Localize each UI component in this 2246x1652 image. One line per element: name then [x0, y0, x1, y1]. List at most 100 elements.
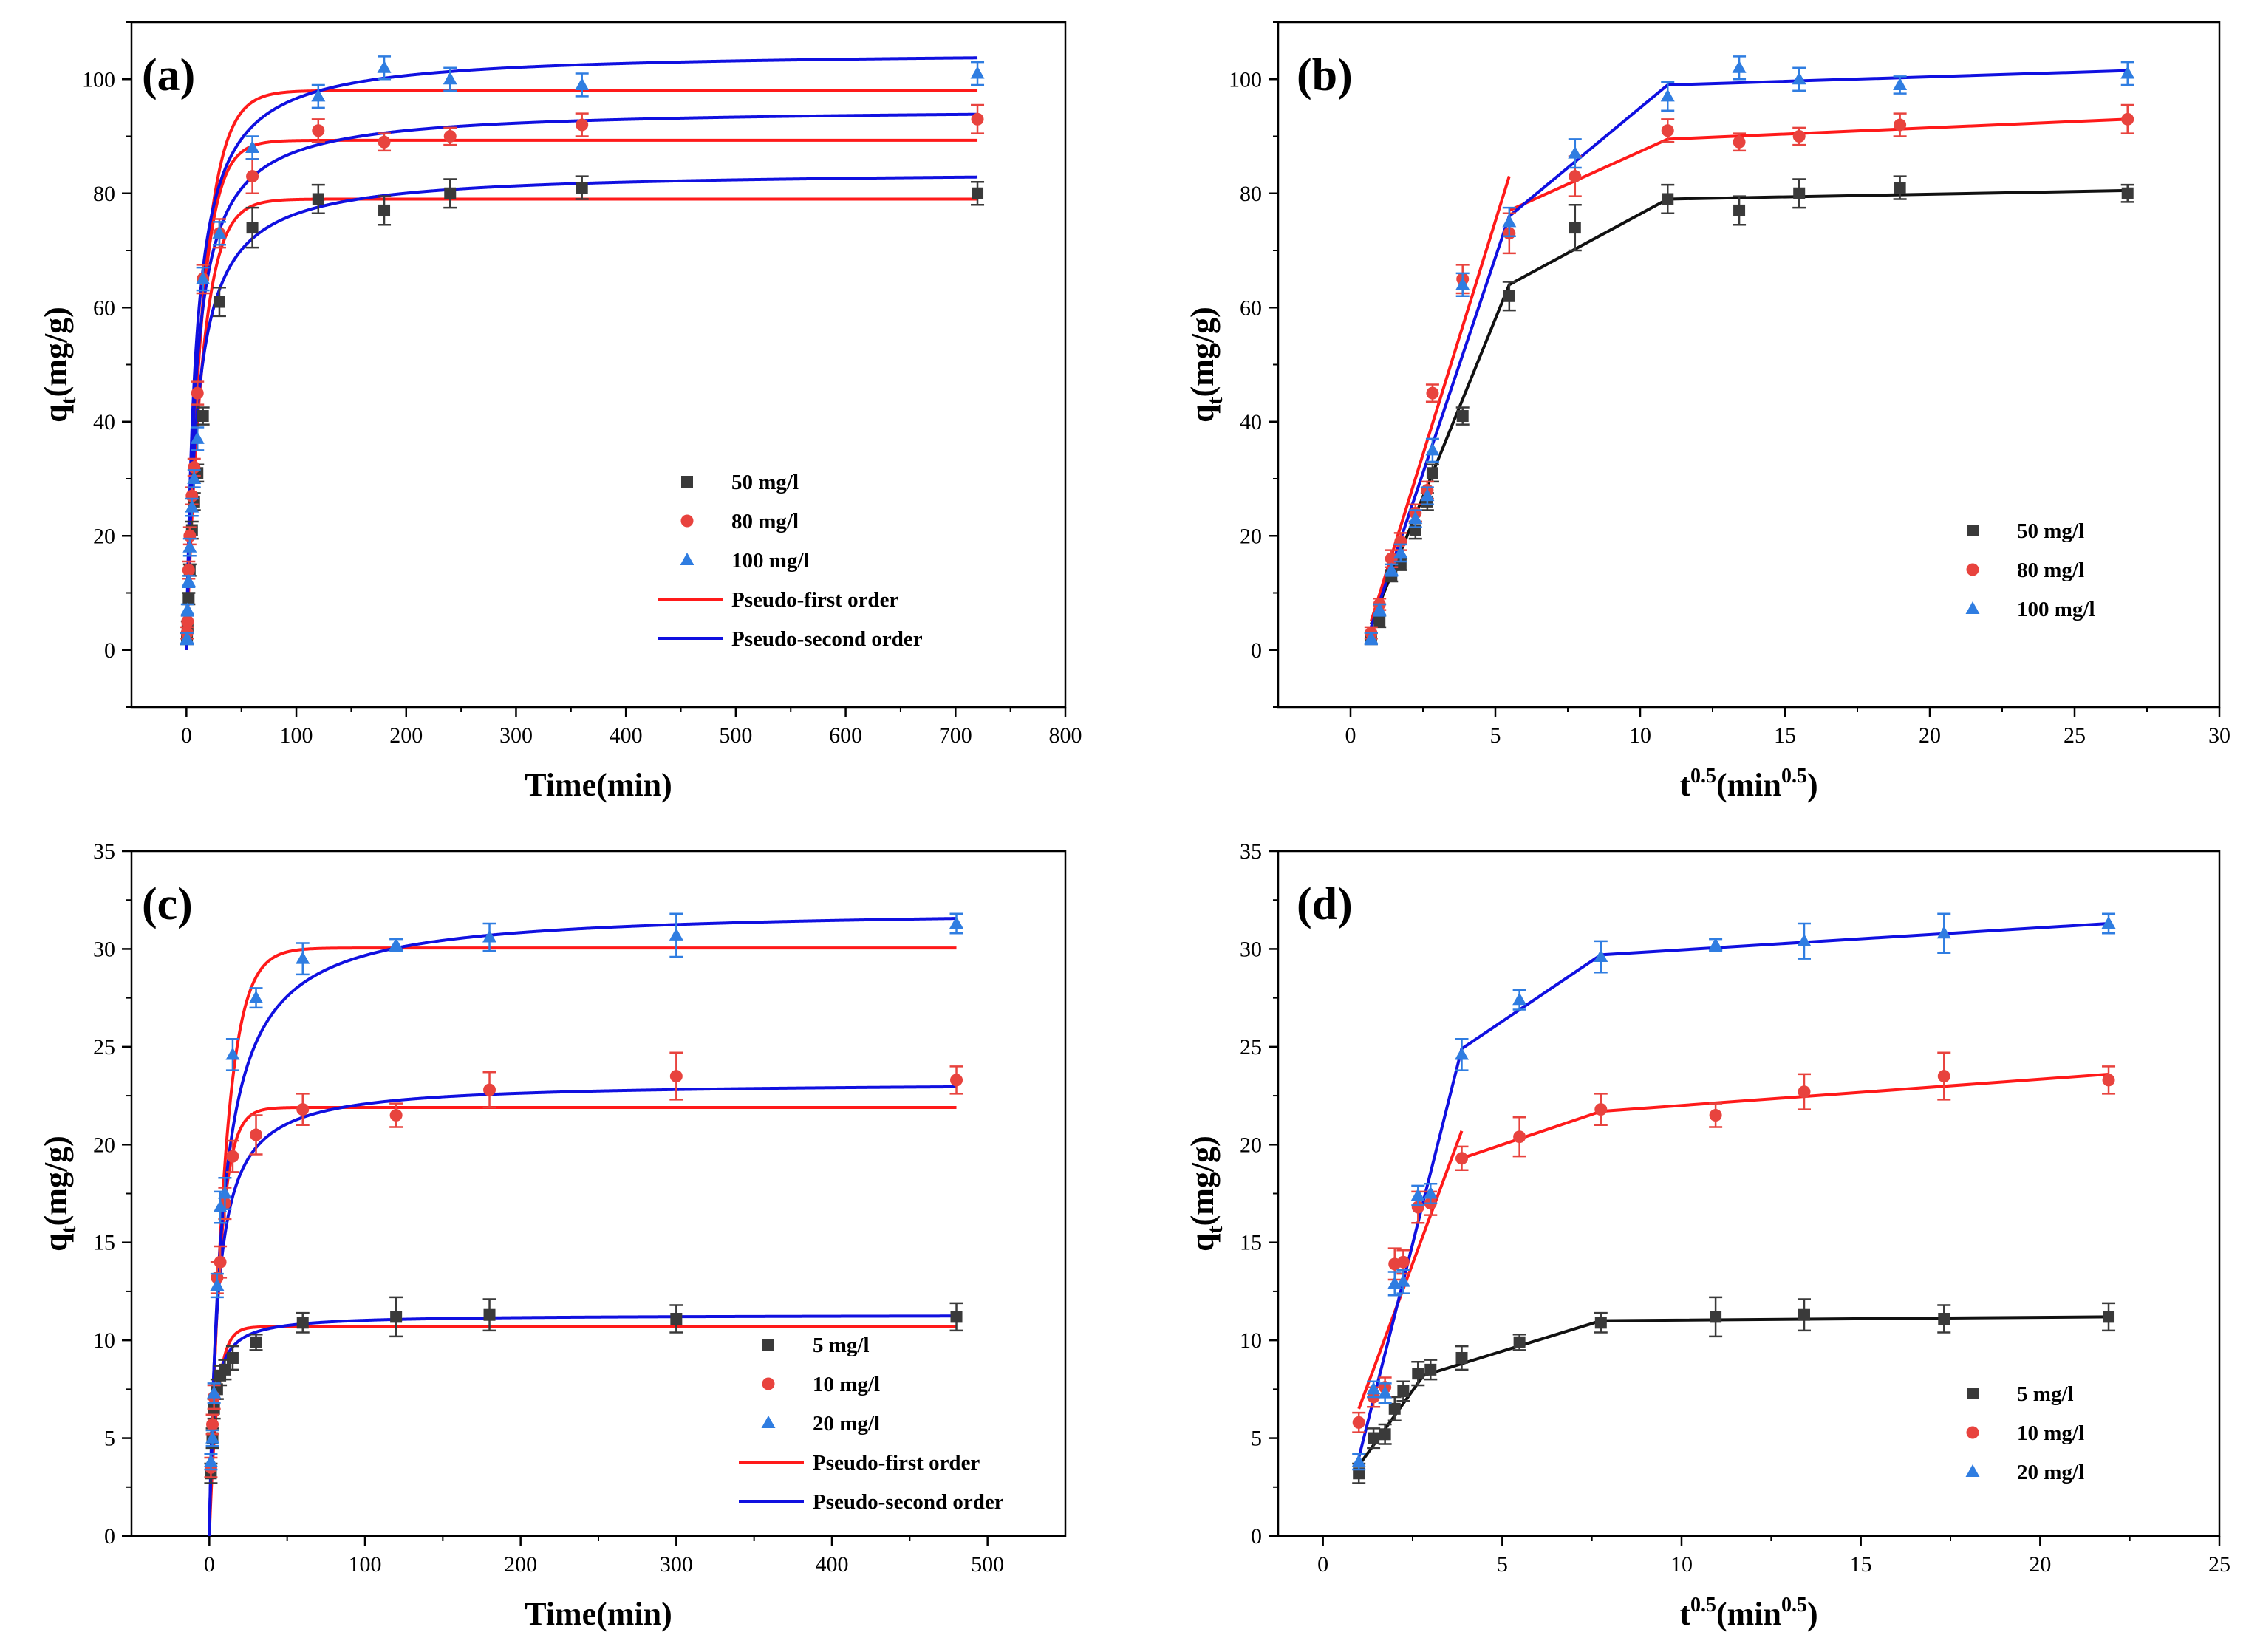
y-tick-label: 25	[93, 1035, 115, 1059]
data-point	[1797, 933, 1812, 946]
data-point	[443, 72, 457, 85]
x-tick-label: 20	[2029, 1552, 2051, 1577]
data-point	[1708, 938, 1723, 951]
legend-label: 20 mg/l	[2017, 1461, 2084, 1484]
data-point	[1512, 992, 1527, 1006]
data-point	[181, 574, 196, 587]
data-point	[1378, 1385, 1393, 1399]
y-tick-label: 20	[93, 1133, 115, 1157]
data-point	[1408, 511, 1423, 525]
legend-marker	[1966, 563, 1979, 576]
data-point	[1455, 1351, 1468, 1364]
data-point	[389, 938, 403, 951]
data-point	[205, 1430, 220, 1444]
y-axis-title: qt(mg/g)	[1184, 307, 1227, 423]
legend-marker	[680, 514, 694, 528]
x-axis-title: t0.5(min0.5)	[1679, 1594, 1817, 1632]
data-point	[187, 471, 202, 484]
series-20-mg-l	[203, 912, 964, 1471]
data-point	[377, 60, 392, 73]
legend-marker	[761, 1416, 776, 1428]
data-point	[311, 89, 326, 102]
data-point	[1513, 1130, 1526, 1144]
data-point	[482, 929, 497, 943]
data-point	[2121, 187, 2134, 199]
x-tick-label: 500	[719, 723, 752, 748]
data-point	[1732, 60, 1747, 73]
series-20-mg-l	[1351, 912, 2116, 1471]
data-point	[950, 1311, 963, 1323]
data-point	[1733, 204, 1746, 216]
legend: 50 mg/l 80 mg/l 100 mg/l	[1965, 519, 2095, 621]
data-point	[197, 410, 209, 423]
data-point	[443, 130, 457, 143]
legend-label: 50 mg/l	[731, 471, 799, 494]
legend-marker	[680, 553, 694, 565]
y-tick-label: 100	[82, 67, 115, 92]
data-point	[972, 187, 984, 199]
y-axis-title: qt(mg/g)	[38, 1136, 81, 1252]
data-point	[389, 1109, 403, 1122]
data-point	[1353, 1467, 1365, 1480]
data-point	[2120, 66, 2135, 79]
data-point	[1364, 631, 1379, 644]
y-tick-label: 0	[104, 1524, 115, 1549]
legend-label: 10 mg/l	[813, 1373, 880, 1396]
legend-marker	[1966, 1426, 1979, 1439]
series-100-mg-l	[180, 55, 985, 646]
x-tick-label: 800	[1049, 723, 1082, 748]
data-point	[296, 1317, 309, 1329]
data-point	[180, 631, 194, 644]
data-point	[1412, 1368, 1424, 1380]
data-point	[1594, 1317, 1607, 1329]
data-point	[576, 182, 588, 194]
data-point	[312, 124, 325, 137]
panel-label: (d)	[1297, 879, 1353, 929]
y-tick-label: 40	[93, 410, 115, 434]
plot-frame	[130, 21, 1067, 709]
data-point	[1937, 1070, 1950, 1083]
x-tick-label: 10	[1629, 723, 1651, 748]
data-point	[207, 1385, 222, 1399]
data-point	[214, 1255, 227, 1269]
y-tick-label: 20	[1240, 524, 1262, 548]
legend: 50 mg/l 80 mg/l 100 mg/l Pseudo-first order…	[658, 471, 923, 651]
legend-label: 80 mg/l	[731, 510, 799, 533]
data-point	[1456, 410, 1469, 423]
legend-label: 50 mg/l	[2017, 519, 2084, 543]
series-fit-line	[1369, 69, 2128, 628]
chart-panel-b: 0 5 10 15 20 25 30 0 20 40 60 80 100 t0.5(min0.5) qt(m…	[1184, 21, 2230, 803]
legend-label: 20 mg/l	[813, 1412, 880, 1436]
legend-marker	[762, 1377, 775, 1390]
data-point	[180, 602, 195, 615]
legend-label: 80 mg/l	[2017, 559, 2084, 582]
pseudo-second-order-curve	[208, 917, 957, 1537]
data-point	[1660, 89, 1675, 102]
data-point	[296, 951, 310, 964]
x-tick-label: 25	[2064, 723, 2086, 748]
x-tick-label: 200	[389, 723, 423, 748]
y-tick-label: 5	[104, 1427, 115, 1451]
data-point	[225, 1047, 240, 1060]
legend: 5 mg/l 10 mg/l 20 mg/l	[1965, 1382, 2084, 1484]
data-point	[669, 927, 683, 941]
data-point	[444, 187, 457, 199]
data-point	[1455, 1152, 1468, 1165]
pseudo-first-order-curve	[185, 89, 978, 650]
data-point	[1396, 1255, 1410, 1269]
x-tick-label: 5	[1490, 723, 1501, 748]
y-tick-label: 60	[93, 296, 115, 320]
x-tick-label: 400	[610, 723, 643, 748]
pseudo-second-order-curve	[208, 1085, 957, 1537]
legend-label: Pseudo-second order	[731, 627, 923, 651]
data-point	[245, 140, 260, 153]
data-point	[217, 1186, 232, 1199]
data-point	[2103, 1311, 2115, 1323]
data-point	[1798, 1085, 1811, 1099]
legend-marker	[1967, 1388, 1979, 1399]
data-point	[1420, 488, 1435, 502]
data-point	[576, 118, 589, 132]
data-point	[1894, 182, 1906, 194]
data-point	[1792, 72, 1806, 85]
